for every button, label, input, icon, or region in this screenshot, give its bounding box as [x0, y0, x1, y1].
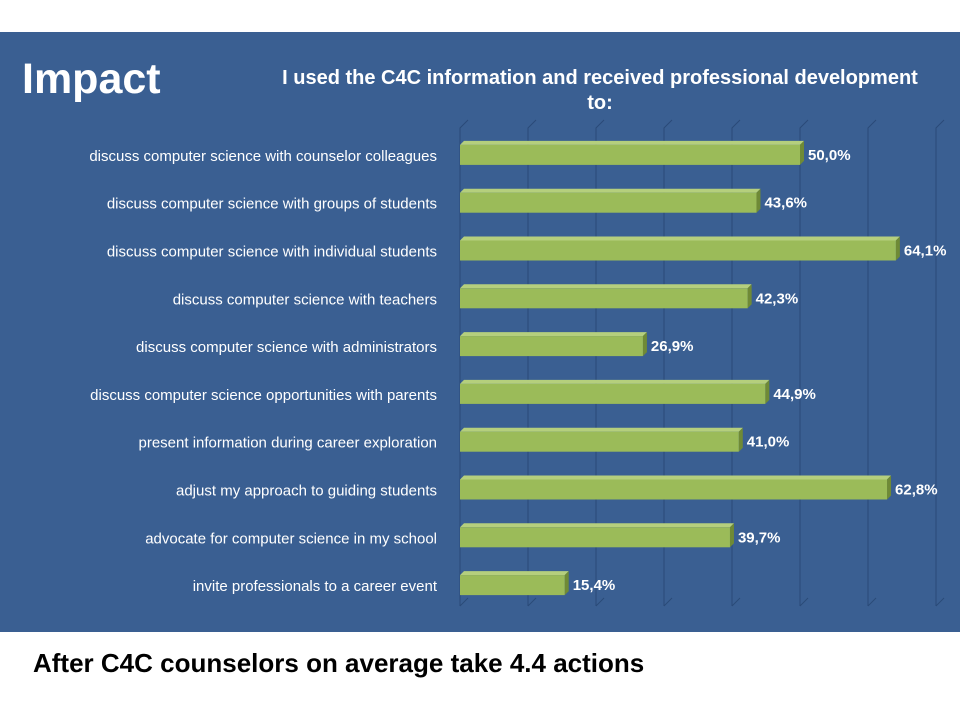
bar-front-face	[460, 336, 643, 357]
bar-side-face	[765, 379, 770, 404]
bar-front-face	[460, 288, 748, 309]
gridline-floor	[459, 597, 469, 607]
bar	[460, 188, 761, 213]
value-label: 41,0%	[747, 434, 790, 451]
bar-side-face	[756, 188, 761, 213]
bar-top-face	[460, 427, 743, 432]
category-label: invite professionals to a career event	[193, 578, 438, 595]
bar	[460, 523, 734, 548]
category-label: discuss computer science with teachers	[173, 291, 437, 308]
bar	[460, 284, 752, 309]
bar-side-face	[747, 284, 752, 309]
bar-top-face	[460, 571, 569, 576]
bar	[460, 475, 892, 500]
bar	[460, 140, 804, 165]
bar-front-face	[460, 527, 730, 548]
gridline-floor	[663, 597, 673, 607]
bar-top-face	[460, 523, 734, 528]
gridline-floor	[867, 597, 877, 607]
footer-summary: After C4C counselors on average take 4.4…	[33, 648, 645, 678]
gridline-floor	[731, 597, 741, 607]
value-label: 26,9%	[651, 338, 694, 355]
value-label: 42,3%	[756, 290, 799, 307]
value-label: 15,4%	[573, 577, 616, 594]
category-label: discuss computer science opportunities w…	[90, 387, 437, 404]
bar-front-face	[460, 192, 757, 213]
value-label: 62,8%	[895, 481, 938, 498]
bar-top-face	[460, 140, 804, 145]
value-label: 43,6%	[764, 195, 807, 212]
bar-front-face	[460, 431, 739, 452]
value-label: 64,1%	[904, 242, 947, 259]
slide-heading: Impact	[22, 55, 161, 103]
bar-side-face	[564, 571, 569, 596]
bar-front-face	[460, 144, 800, 165]
category-label: advocate for computer science in my scho…	[145, 530, 437, 547]
bar-front-face	[460, 479, 888, 500]
gridline	[867, 119, 877, 606]
gridline	[935, 119, 945, 606]
gridline-floor	[935, 597, 945, 607]
category-label: discuss computer science with administra…	[136, 339, 437, 356]
bar	[460, 236, 900, 261]
category-label: present information during career explor…	[139, 435, 438, 452]
bar-side-face	[729, 523, 734, 548]
bar-side-face	[738, 427, 743, 452]
bar-top-face	[460, 188, 761, 193]
bar-front-face	[460, 383, 766, 404]
bar-top-face	[460, 475, 892, 480]
bar-side-face	[642, 332, 647, 357]
value-label: 50,0%	[808, 147, 851, 164]
gridline-floor	[799, 597, 809, 607]
bars	[460, 140, 900, 596]
bar-front-face	[460, 240, 896, 261]
bar	[460, 379, 770, 404]
category-label: discuss computer science with counselor …	[89, 148, 437, 165]
bar	[460, 332, 647, 357]
category-label: discuss computer science with individual…	[107, 243, 437, 260]
bar-top-face	[460, 379, 770, 384]
bar-top-face	[460, 332, 647, 337]
bar-side-face	[800, 140, 804, 165]
gridline	[799, 119, 809, 606]
bar-side-face	[887, 475, 892, 500]
category-label: discuss computer science with groups of …	[107, 196, 437, 213]
value-label: 44,9%	[773, 386, 816, 403]
bar-side-face	[895, 236, 900, 261]
category-label: adjust my approach to guiding students	[176, 482, 437, 499]
gridline-floor	[595, 597, 605, 607]
bar	[460, 427, 743, 452]
value-labels: 50,0% 43,6% 64,1% 42,3% 26,9% 44,9% 41,0% 62,8%…	[573, 147, 947, 594]
chart-title: I used the C4C information and received …	[282, 67, 918, 114]
category-labels: discuss computer science with counselor …	[89, 148, 438, 595]
gridline-floor	[527, 597, 537, 607]
value-label: 39,7%	[738, 529, 781, 546]
bar	[460, 571, 569, 596]
bar-top-face	[460, 236, 900, 241]
bar-top-face	[460, 284, 752, 289]
bar-front-face	[460, 575, 565, 596]
